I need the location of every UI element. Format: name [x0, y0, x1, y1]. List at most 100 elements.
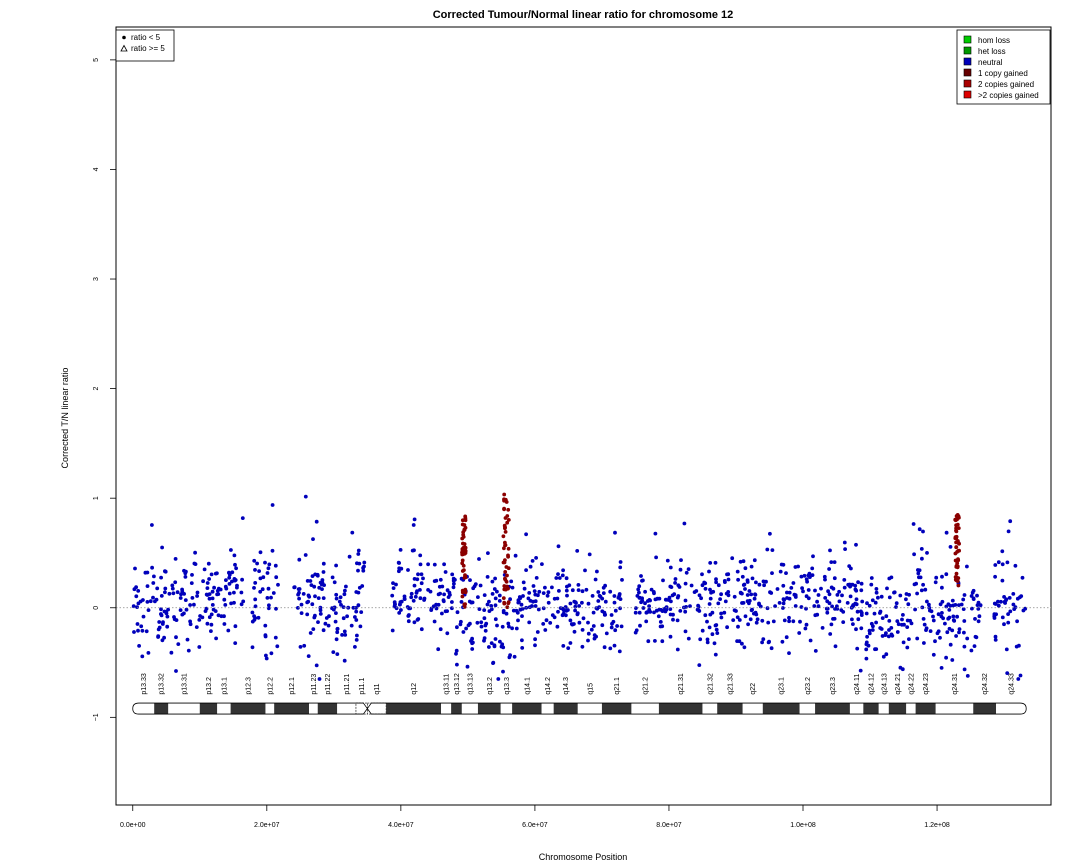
point-neutral	[313, 594, 317, 599]
point-neutral	[390, 593, 395, 598]
point-neutral	[736, 577, 740, 582]
point-neutral	[1020, 575, 1025, 580]
point-neutral	[311, 627, 316, 631]
point-gained	[954, 571, 959, 576]
point-neutral	[209, 622, 214, 627]
point-gained	[503, 576, 507, 581]
point-neutral	[516, 600, 521, 605]
point-neutral	[341, 616, 346, 621]
point-neutral	[816, 593, 821, 597]
point-neutral	[133, 566, 137, 571]
point-neutral	[202, 567, 207, 572]
point-gained	[956, 539, 960, 543]
point-neutral	[485, 602, 490, 607]
point-neutral	[884, 631, 888, 635]
point-neutral	[638, 623, 642, 628]
point-neutral	[825, 610, 830, 615]
point-gained	[461, 541, 465, 546]
legend-right-box	[956, 29, 1051, 105]
point-neutral	[397, 569, 401, 574]
point-neutral	[556, 572, 560, 576]
point-neutral	[749, 564, 754, 569]
point-neutral	[825, 599, 830, 604]
point-neutral	[234, 566, 239, 571]
point-neutral	[1015, 619, 1019, 624]
point-neutral	[572, 629, 577, 634]
point-neutral	[306, 599, 311, 604]
point-neutral	[263, 560, 267, 565]
point-neutral	[468, 578, 472, 582]
point-neutral	[710, 632, 715, 637]
point-neutral	[912, 552, 916, 557]
point-neutral	[816, 604, 821, 609]
point-neutral	[993, 563, 998, 567]
point-neutral	[719, 615, 724, 620]
point-neutral	[334, 596, 339, 601]
point-neutral	[752, 596, 757, 601]
point-neutral	[239, 602, 244, 607]
point-neutral	[749, 608, 754, 613]
point-neutral	[412, 548, 416, 553]
point-neutral	[530, 604, 534, 608]
point-neutral	[566, 646, 571, 650]
point-neutral	[165, 624, 170, 629]
point-neutral	[335, 626, 340, 631]
point-neutral	[969, 594, 974, 598]
point-neutral	[781, 601, 786, 606]
point-neutral	[454, 648, 459, 653]
point-gained	[954, 545, 959, 550]
point-neutral	[223, 603, 228, 607]
point-neutral	[848, 594, 853, 599]
ideogram-band	[888, 703, 907, 715]
point-neutral	[637, 596, 642, 600]
point-neutral	[841, 620, 846, 624]
point-neutral	[668, 634, 673, 639]
ideogram-band-label: q24.13	[881, 673, 888, 695]
point-neutral	[1019, 594, 1024, 598]
point-neutral	[740, 601, 744, 605]
point-neutral	[537, 589, 542, 594]
legend-marker-types: ratio < 5 ratio >= 5	[115, 29, 175, 62]
point-gained	[462, 551, 467, 556]
point-neutral	[496, 677, 501, 681]
point-neutral	[209, 629, 213, 633]
ideogram-band	[500, 703, 513, 715]
point-neutral	[442, 562, 446, 567]
point-neutral	[913, 607, 917, 612]
point-neutral	[135, 622, 140, 626]
point-neutral	[195, 590, 200, 595]
point-neutral	[493, 617, 498, 622]
point-neutral	[267, 562, 272, 567]
point-neutral	[653, 531, 658, 536]
y-tick-label: 3	[93, 277, 100, 281]
point-neutral	[586, 638, 590, 643]
point-neutral	[757, 582, 762, 587]
point-neutral	[775, 587, 780, 591]
point-neutral	[969, 648, 974, 653]
point-neutral	[195, 594, 200, 598]
point-neutral	[886, 634, 891, 639]
point-neutral	[255, 561, 259, 566]
point-neutral	[890, 633, 895, 638]
ideogram-band-label: p13.31	[182, 673, 189, 695]
point-gained	[506, 600, 511, 604]
point-neutral	[940, 574, 944, 579]
point-neutral	[541, 622, 546, 626]
point-neutral	[876, 595, 880, 600]
y-tick-label: 1	[93, 496, 100, 500]
point-neutral	[591, 610, 596, 615]
x-tick-label: 6.0e+07	[522, 822, 548, 829]
point-neutral	[799, 605, 804, 609]
point-neutral	[657, 607, 662, 612]
point-neutral	[159, 575, 164, 580]
point-neutral	[418, 553, 423, 558]
point-gained	[503, 570, 508, 574]
point-neutral	[565, 593, 569, 598]
ideogram-band-label: p11.21	[344, 674, 351, 695]
point-neutral	[520, 638, 524, 643]
point-neutral	[806, 588, 811, 592]
legend-right-label: 2 copies gained	[978, 80, 1034, 89]
point-neutral	[333, 619, 338, 624]
point-neutral	[232, 577, 237, 581]
point-neutral	[533, 637, 537, 642]
